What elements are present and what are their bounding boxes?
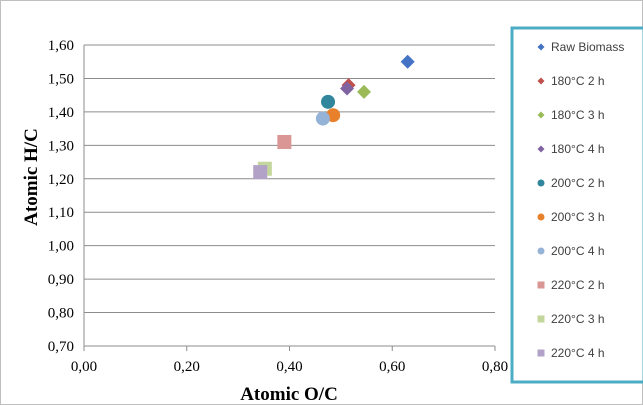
y-tick-label: 1,50: [48, 71, 74, 87]
legend-marker: [537, 145, 545, 153]
y-tick-label: 0,70: [48, 339, 74, 355]
y-tick-label: 1,30: [48, 138, 74, 154]
y-tick-label: 1,10: [48, 205, 74, 221]
data-point: [253, 165, 268, 180]
legend-marker: [537, 111, 545, 119]
legend-item: 200°C 3 h: [537, 210, 605, 224]
y-tick-label: 1,00: [48, 239, 74, 255]
legend-item: 200°C 4 h: [537, 244, 605, 258]
x-tick-label: 0,00: [71, 359, 97, 375]
data-point: [400, 54, 415, 69]
legend-item: 180°C 3 h: [537, 108, 605, 122]
x-tick-label: 0,60: [379, 359, 405, 375]
gridlines: [84, 44, 495, 314]
legend-item: 220°C 2 h: [537, 278, 605, 292]
legend-marker: [537, 315, 545, 323]
y-tick-label: 0,90: [48, 272, 74, 288]
y-tick-label: 1,40: [48, 105, 74, 121]
legend-item: 220°C 4 h: [537, 346, 605, 360]
data-point: [340, 81, 355, 96]
legend-marker: [537, 247, 545, 255]
axes: [83, 45, 496, 351]
x-tick-label: 0,40: [276, 359, 302, 375]
tick-labels: 0,70 0,80 0,90 1,00 1,10 1,20 1,30 1,40 1,50 1,60…: [48, 38, 508, 375]
legend-label: Raw Biomass: [551, 40, 624, 54]
legend-marker: [537, 349, 545, 357]
legend-box: [510, 26, 643, 384]
legend-label: 220°C 3 h: [551, 312, 605, 326]
legend-label: 200°C 3 h: [551, 210, 605, 224]
legend-item: 180°C 2 h: [537, 74, 605, 88]
legend-label: 220°C 4 h: [551, 346, 605, 360]
data-point: [356, 84, 371, 99]
y-tick-label: 1,60: [48, 38, 74, 54]
legend-item: 180°C 4 h: [537, 142, 605, 156]
x-axis-title: Atomic O/C: [240, 384, 338, 405]
legend-label: 200°C 4 h: [551, 244, 605, 258]
legend-marker: [537, 43, 545, 51]
legend-marker: [537, 77, 545, 85]
legend-marker: [537, 179, 545, 187]
data-point: [321, 94, 336, 109]
data-point: [277, 134, 292, 149]
legend-label: 180°C 3 h: [551, 108, 605, 122]
data-point: [315, 111, 330, 126]
data-points: [253, 54, 415, 180]
x-tick-label: 0,80: [482, 359, 508, 375]
y-tick-label: 0,80: [48, 306, 74, 322]
legend-label: 200°C 2 h: [551, 176, 605, 190]
y-tick-label: 1,20: [48, 172, 74, 188]
legend-item: 200°C 2 h: [537, 176, 605, 190]
legend: Raw Biomass 180°C 2 h 180°C 3 h 180°C 4 h 20…: [510, 26, 643, 384]
legend-label: 180°C 4 h: [551, 142, 605, 156]
legend-item: 220°C 3 h: [537, 312, 605, 326]
x-tick-label: 0,20: [174, 359, 200, 375]
legend-label: 180°C 2 h: [551, 74, 605, 88]
legend-item: Raw Biomass: [537, 40, 624, 54]
legend-label: 220°C 2 h: [551, 278, 605, 292]
legend-marker: [537, 281, 545, 289]
y-axis-title: Atomic H/C: [21, 128, 42, 226]
legend-marker: [537, 213, 545, 221]
